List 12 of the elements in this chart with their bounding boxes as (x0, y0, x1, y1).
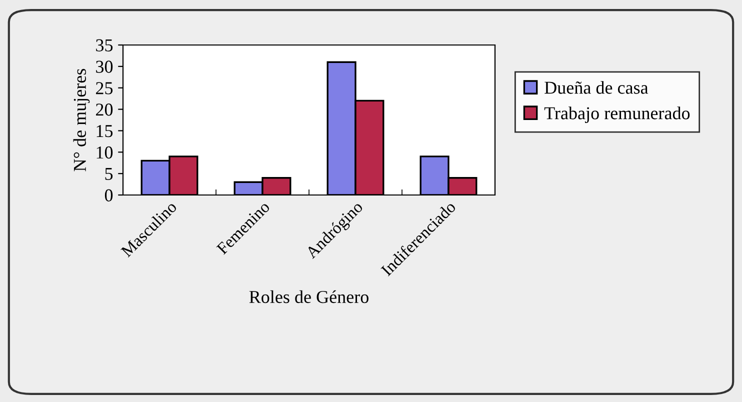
y-tick-label: 25 (96, 82, 113, 94)
y-axis-title: N° de mujeres (73, 68, 90, 172)
y-tick-label: 5 (105, 168, 113, 180)
legend-label: Dueña de casa (544, 81, 648, 94)
legend-label: Trabajo remunerado (544, 106, 690, 123)
y-tick-label: 0 (104, 189, 113, 202)
y-tick-label: 35 (96, 39, 113, 52)
y-tick-label: 15 (96, 125, 113, 138)
y-tick-label: 30 (96, 60, 113, 73)
y-tick-label: 20 (96, 104, 113, 116)
y-tick-label: 10 (96, 146, 113, 159)
x-axis-title: Roles de Género (249, 290, 368, 304)
